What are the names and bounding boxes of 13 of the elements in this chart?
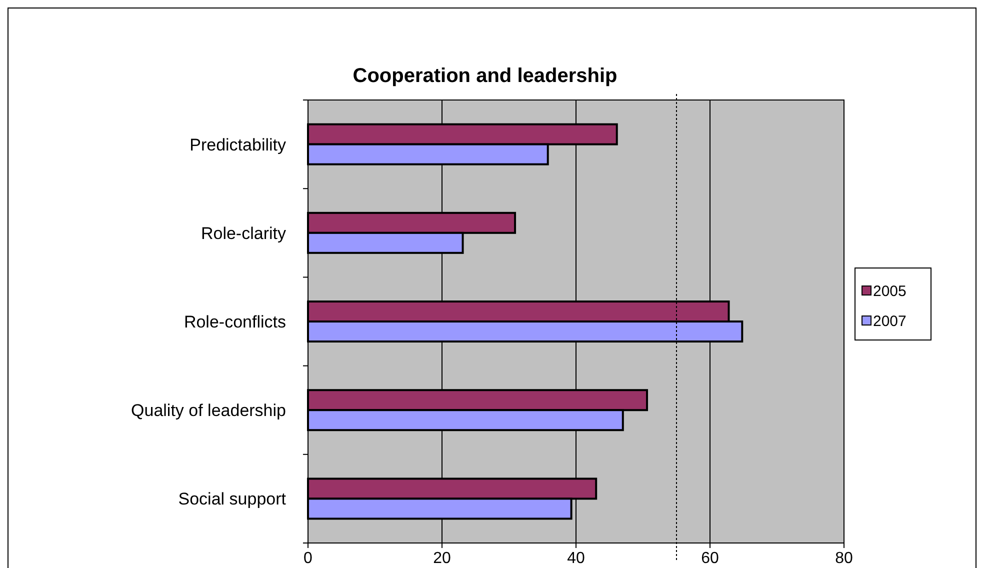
x-tick-label: 20 xyxy=(433,550,451,567)
legend-label: 2005 xyxy=(873,283,906,300)
x-tick-label: 60 xyxy=(701,550,719,567)
chart-title: Cooperation and leadership xyxy=(352,65,618,87)
x-tick-label: 0 xyxy=(304,550,313,567)
y-tick-label: Role-conflicts xyxy=(184,312,286,332)
y-tick-label: Social support xyxy=(178,490,286,509)
x-tick-label: 80 xyxy=(835,550,853,567)
legend-label: 2007 xyxy=(873,313,906,330)
y-tick-label: Role-clarity xyxy=(200,224,286,243)
y-tick-label: Predictability xyxy=(190,135,286,154)
x-tick-label: 40 xyxy=(567,550,585,567)
y-tick-label: Quality of leadership xyxy=(131,401,286,420)
